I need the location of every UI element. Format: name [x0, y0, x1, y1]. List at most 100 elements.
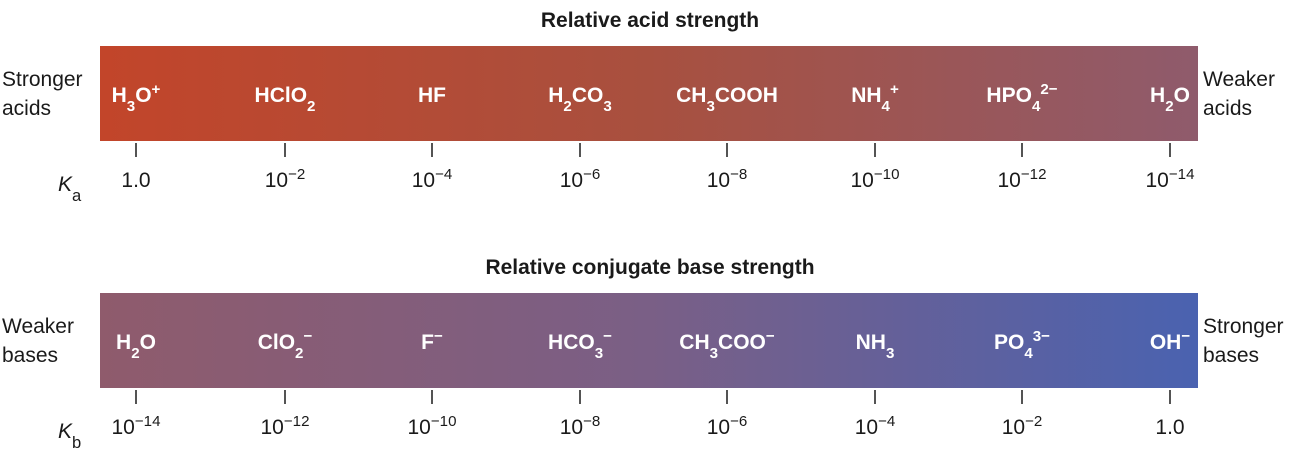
text-segment: 4 — [1024, 345, 1033, 362]
text-segment: COOH — [715, 84, 778, 107]
species-label: CH3COO− — [679, 328, 775, 362]
species-label: ClO2− — [258, 328, 313, 362]
text-segment: 3 — [603, 98, 611, 115]
species-label: H2O — [116, 331, 156, 362]
species-label: HPO42− — [986, 81, 1057, 115]
text-segment: 4 — [882, 98, 891, 115]
text-segment: 10 — [1146, 169, 1169, 192]
text-segment: − — [1181, 328, 1190, 345]
text-segment: 2 — [295, 345, 303, 362]
constant-label: Kb — [58, 420, 81, 450]
text-segment: 1.0 — [1155, 416, 1184, 439]
strength-bar — [100, 293, 1198, 388]
species-label: F− — [421, 328, 443, 355]
tick-label: 10−10 — [408, 413, 457, 440]
panel-title: Relative acid strength — [541, 9, 759, 32]
text-segment: − — [303, 328, 312, 345]
constant-label: Ka — [58, 173, 82, 205]
text-segment: + — [152, 81, 161, 98]
text-segment: HF — [418, 84, 446, 107]
text-segment: O — [1174, 84, 1190, 107]
text-segment: −2 — [1025, 413, 1042, 430]
text-segment: CH — [679, 331, 709, 354]
text-segment: 10 — [265, 169, 288, 192]
strength-bar — [100, 46, 1198, 141]
species-label: HClO2 — [255, 84, 316, 115]
text-segment: NH — [856, 331, 886, 354]
text-segment: 10 — [1002, 416, 1025, 439]
tick-label: 10−14 — [1146, 166, 1195, 193]
text-segment: 10 — [560, 169, 583, 192]
tick-label: 10−8 — [560, 413, 601, 440]
text-segment: 3 — [710, 345, 718, 362]
text-segment: ClO — [258, 331, 295, 354]
left-label: Weaker — [2, 315, 74, 338]
text-segment: 10 — [851, 169, 874, 192]
tick-label: 1.0 — [121, 169, 150, 192]
text-segment: O — [140, 331, 156, 354]
species-label: H2CO3 — [548, 84, 611, 115]
text-segment: CH — [676, 84, 706, 107]
tick-label: 10−4 — [855, 413, 896, 440]
text-segment: K — [58, 173, 73, 196]
tick-label: 10−12 — [998, 166, 1047, 193]
text-segment: F — [421, 331, 434, 354]
text-segment: 10 — [408, 416, 431, 439]
text-segment: 10 — [707, 416, 730, 439]
tick-label: 10−10 — [851, 166, 900, 193]
text-segment: 10 — [261, 416, 284, 439]
text-segment: H — [112, 84, 127, 107]
text-segment: 3 — [706, 98, 714, 115]
text-segment: 1.0 — [121, 169, 150, 192]
species-label: CH3COOH — [676, 84, 778, 115]
text-segment: −14 — [1169, 166, 1195, 183]
text-segment: + — [890, 81, 899, 98]
text-segment: −12 — [1021, 166, 1047, 183]
text-segment: 3 — [127, 98, 135, 115]
text-segment: −10 — [431, 413, 457, 430]
text-segment: − — [434, 328, 443, 345]
text-segment: 10 — [707, 169, 730, 192]
text-segment: H — [1150, 84, 1165, 107]
text-segment: −8 — [583, 413, 600, 430]
text-segment: 2− — [1040, 81, 1057, 98]
tick-label: 10−12 — [261, 413, 310, 440]
text-segment: −8 — [730, 166, 747, 183]
text-segment: −4 — [878, 413, 895, 430]
species-label: PO43− — [994, 328, 1050, 362]
text-segment: COO — [718, 331, 766, 354]
left-label: bases — [2, 344, 58, 367]
panel-title: Relative conjugate base strength — [485, 256, 814, 279]
tick-label: 10−8 — [707, 166, 748, 193]
text-segment: 10 — [998, 169, 1021, 192]
species-label: HF — [418, 84, 446, 107]
text-segment: 3 — [886, 345, 894, 362]
text-segment: 2 — [563, 98, 571, 115]
tick-label: 10−2 — [265, 166, 306, 193]
text-segment: 2 — [131, 345, 139, 362]
text-segment: H — [548, 84, 563, 107]
text-segment: 10 — [560, 416, 583, 439]
text-segment: HCO — [548, 331, 595, 354]
tick-label: 10−6 — [560, 166, 601, 193]
text-segment: −6 — [583, 166, 600, 183]
right-label: Stronger — [1203, 315, 1284, 338]
text-segment: HPO — [986, 84, 1032, 107]
species-label: H3O+ — [112, 81, 161, 115]
text-segment: 10 — [412, 169, 435, 192]
text-segment: PO — [994, 331, 1024, 354]
left-label: Stronger — [2, 68, 83, 91]
text-segment: 4 — [1032, 98, 1041, 115]
species-label: HCO3− — [548, 328, 612, 362]
text-segment: CO — [572, 84, 604, 107]
species-label: NH4+ — [851, 81, 899, 115]
text-segment: 10 — [112, 416, 135, 439]
species-label: OH− — [1150, 328, 1191, 355]
right-label: acids — [1203, 97, 1252, 120]
text-segment: 2 — [307, 98, 315, 115]
text-segment: H — [116, 331, 131, 354]
species-label: H2O — [1150, 84, 1190, 115]
tick-label: 10−4 — [412, 166, 453, 193]
text-segment: −14 — [135, 413, 161, 430]
